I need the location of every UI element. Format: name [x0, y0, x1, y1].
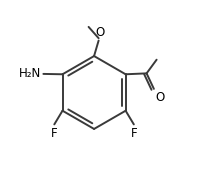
Text: F: F: [131, 127, 138, 139]
Text: F: F: [51, 127, 57, 139]
Text: O: O: [95, 26, 104, 39]
Text: O: O: [155, 91, 165, 104]
Text: H₂N: H₂N: [19, 66, 42, 80]
